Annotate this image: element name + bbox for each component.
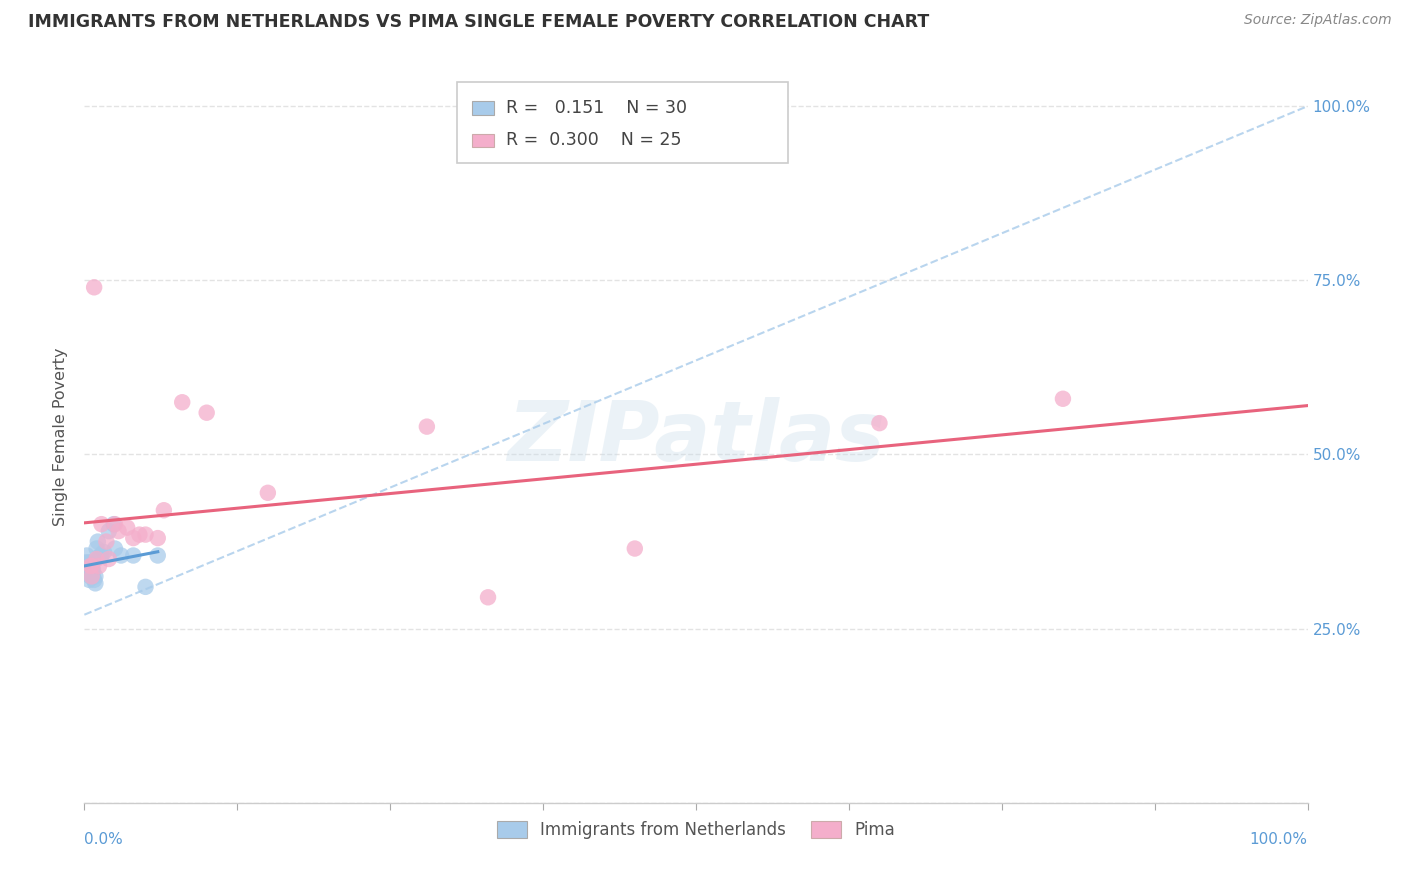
Text: R =  0.300    N = 25: R = 0.300 N = 25 (506, 131, 682, 149)
Point (257, 485, 280, 500)
Point (79, 562, 101, 576)
Point (146, 549, 169, 563)
Point (477, 591, 499, 605)
Y-axis label: Single Female Poverty: Single Female Poverty (53, 348, 69, 526)
Point (77, 573, 100, 587)
Point (115, 521, 138, 535)
Point (83, 573, 105, 587)
Point (122, 549, 145, 563)
Point (624, 541, 647, 556)
Text: Source: ZipAtlas.com: Source: ZipAtlas.com (1244, 13, 1392, 28)
Text: ZIPatlas: ZIPatlas (508, 397, 884, 477)
Point (1052, 392, 1074, 406)
Point (76, 549, 98, 563)
Point (146, 531, 169, 545)
Legend: Immigrants from Netherlands, Pima: Immigrants from Netherlands, Pima (491, 814, 901, 846)
Point (97, 552, 120, 566)
Point (79, 569, 101, 583)
Text: IMMIGRANTS FROM NETHERLANDS VS PIMA SINGLE FEMALE POVERTY CORRELATION CHART: IMMIGRANTS FROM NETHERLANDS VS PIMA SING… (28, 13, 929, 31)
Point (416, 419, 439, 434)
Point (97, 524, 120, 538)
Text: 100.0%: 100.0% (1250, 832, 1308, 847)
Point (90, 517, 112, 532)
FancyBboxPatch shape (472, 134, 494, 147)
Point (77, 566, 100, 580)
Point (135, 527, 157, 541)
Point (80, 569, 103, 583)
Point (135, 580, 157, 594)
Point (84, 576, 107, 591)
Point (89, 549, 111, 563)
Point (103, 517, 125, 532)
Point (83, 280, 105, 294)
Point (153, 503, 176, 517)
Point (80, 558, 103, 573)
Point (82, 569, 104, 583)
Point (107, 524, 129, 538)
Point (86, 552, 108, 566)
Text: 0.0%: 0.0% (84, 832, 124, 847)
Point (172, 395, 194, 409)
Point (84, 569, 107, 583)
Point (128, 527, 150, 541)
Point (80, 562, 103, 576)
Point (96, 534, 118, 549)
Point (90, 549, 112, 563)
Point (104, 517, 127, 532)
Point (79, 556, 101, 570)
Point (82, 562, 104, 576)
Point (86, 541, 108, 556)
FancyBboxPatch shape (457, 82, 787, 163)
Point (75, 556, 97, 570)
Point (93, 545, 115, 559)
FancyBboxPatch shape (472, 102, 494, 115)
Point (104, 541, 127, 556)
Point (110, 549, 132, 563)
Point (869, 416, 891, 430)
Point (77, 562, 100, 576)
Point (77, 556, 100, 570)
Point (77, 558, 100, 573)
Text: R =   0.151    N = 30: R = 0.151 N = 30 (506, 99, 688, 117)
Point (122, 531, 145, 545)
Point (79, 558, 101, 573)
Point (87, 534, 110, 549)
Point (195, 406, 218, 420)
Point (80, 558, 103, 573)
Point (80, 566, 103, 580)
Point (87, 558, 110, 573)
